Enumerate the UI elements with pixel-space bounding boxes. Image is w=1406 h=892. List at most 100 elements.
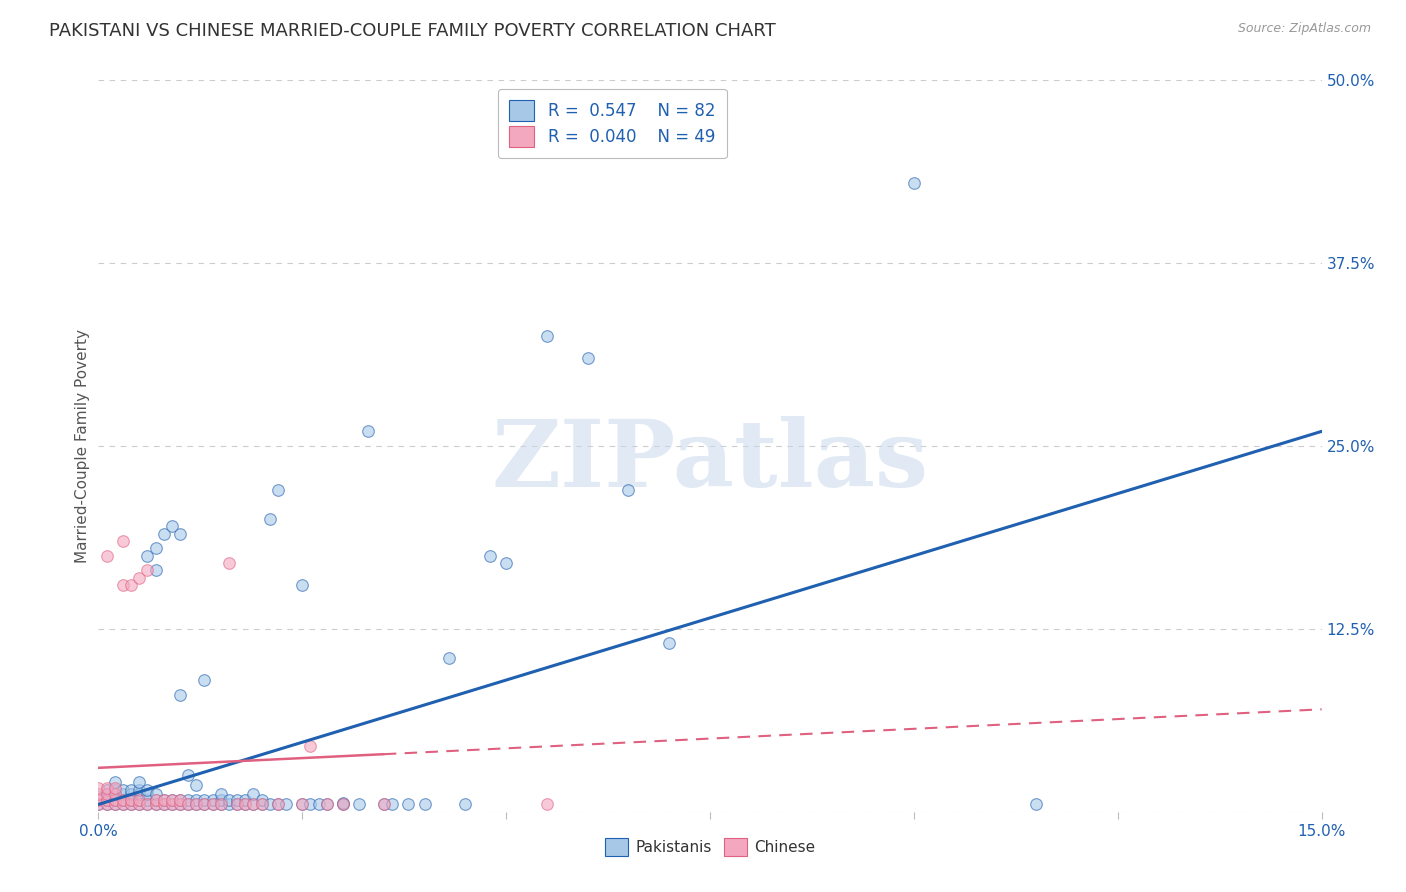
- Point: [111, 793, 134, 807]
- Point: [478, 549, 501, 563]
- Point: [120, 797, 142, 812]
- Point: [111, 787, 134, 801]
- Point: [104, 793, 127, 807]
- Point: [299, 797, 322, 812]
- Point: [259, 797, 281, 812]
- Point: [193, 673, 215, 687]
- Point: [186, 793, 208, 807]
- Point: [373, 797, 395, 812]
- Point: [111, 782, 134, 797]
- Point: [111, 578, 134, 592]
- Point: [177, 768, 200, 782]
- Point: [186, 797, 208, 812]
- Point: [291, 797, 314, 812]
- Point: [299, 739, 322, 753]
- Point: [136, 797, 159, 812]
- Point: [104, 787, 127, 801]
- Point: [186, 778, 208, 792]
- Point: [169, 797, 191, 812]
- Point: [96, 797, 118, 812]
- Point: [111, 797, 134, 812]
- Point: [120, 782, 142, 797]
- Point: [193, 797, 215, 812]
- Point: [136, 787, 159, 801]
- Point: [332, 796, 354, 810]
- Point: [152, 526, 174, 541]
- Point: [218, 556, 240, 570]
- Point: [169, 797, 191, 812]
- Point: [104, 793, 127, 807]
- Point: [209, 787, 232, 801]
- Point: [226, 797, 249, 812]
- Point: [96, 781, 118, 796]
- Point: [226, 793, 249, 807]
- Point: [291, 797, 314, 812]
- Point: [87, 781, 110, 796]
- Legend: Pakistanis, Chinese: Pakistanis, Chinese: [599, 831, 821, 863]
- Point: [96, 787, 118, 801]
- Point: [186, 797, 208, 812]
- Point: [145, 797, 167, 812]
- Point: [381, 797, 404, 812]
- Point: [128, 797, 150, 812]
- Text: PAKISTANI VS CHINESE MARRIED-COUPLE FAMILY POVERTY CORRELATION CHART: PAKISTANI VS CHINESE MARRIED-COUPLE FAMI…: [49, 22, 776, 40]
- Point: [177, 793, 200, 807]
- Point: [536, 797, 558, 812]
- Point: [120, 793, 142, 807]
- Point: [104, 797, 127, 812]
- Point: [274, 797, 297, 812]
- Point: [128, 793, 150, 807]
- Point: [128, 793, 150, 807]
- Point: [242, 787, 264, 801]
- Point: [242, 797, 264, 812]
- Point: [218, 793, 240, 807]
- Point: [1025, 797, 1047, 812]
- Point: [250, 797, 273, 812]
- Point: [111, 797, 134, 812]
- Point: [267, 797, 290, 812]
- Point: [120, 787, 142, 801]
- Point: [145, 797, 167, 812]
- Point: [136, 793, 159, 807]
- Point: [209, 797, 232, 812]
- Point: [87, 787, 110, 801]
- Point: [87, 790, 110, 805]
- Point: [259, 512, 281, 526]
- Text: Source: ZipAtlas.com: Source: ZipAtlas.com: [1237, 22, 1371, 36]
- Point: [104, 781, 127, 796]
- Point: [356, 425, 378, 439]
- Point: [169, 526, 191, 541]
- Point: [160, 797, 183, 812]
- Point: [145, 793, 167, 807]
- Point: [209, 797, 232, 812]
- Y-axis label: Married-Couple Family Poverty: Married-Couple Family Poverty: [75, 329, 90, 563]
- Point: [373, 797, 395, 812]
- Point: [617, 483, 640, 497]
- Point: [160, 797, 183, 812]
- Point: [209, 793, 232, 807]
- Point: [536, 329, 558, 343]
- Point: [120, 797, 142, 812]
- Point: [152, 793, 174, 807]
- Point: [96, 782, 118, 797]
- Point: [160, 793, 183, 807]
- Point: [152, 793, 174, 807]
- Point: [104, 782, 127, 797]
- Point: [96, 793, 118, 807]
- Point: [128, 571, 150, 585]
- Point: [332, 797, 354, 812]
- Point: [233, 797, 256, 812]
- Point: [87, 793, 110, 807]
- Point: [349, 797, 371, 812]
- Point: [145, 793, 167, 807]
- Point: [437, 651, 460, 665]
- Point: [658, 636, 681, 650]
- Point: [169, 793, 191, 807]
- Point: [495, 556, 517, 570]
- Text: ZIPatlas: ZIPatlas: [492, 416, 928, 506]
- Point: [160, 793, 183, 807]
- Point: [233, 793, 256, 807]
- Point: [454, 797, 477, 812]
- Point: [111, 534, 134, 549]
- Point: [267, 483, 290, 497]
